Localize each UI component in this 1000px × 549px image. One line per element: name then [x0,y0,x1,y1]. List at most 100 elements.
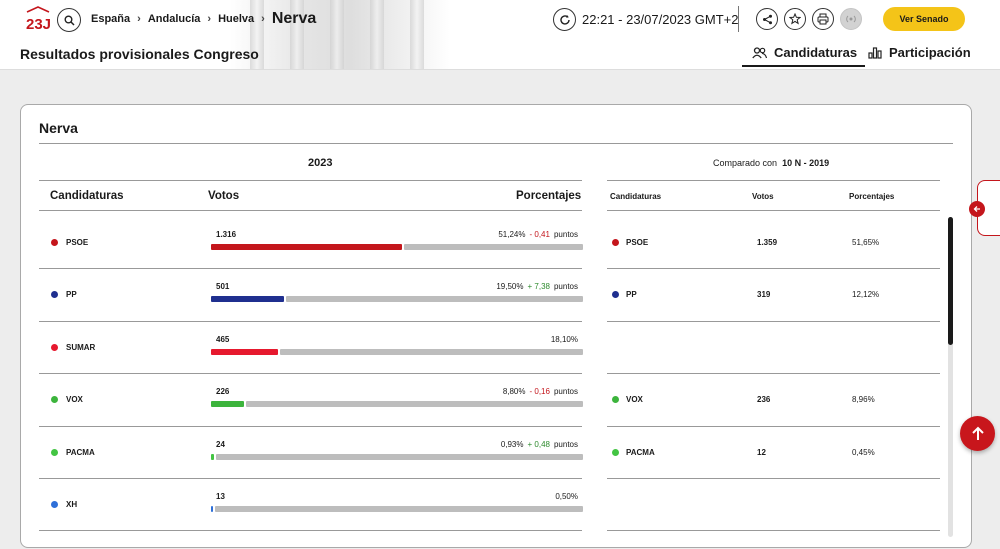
party-percent: 8,80% [502,387,526,397]
tab-participacion-label: Participación [889,45,971,60]
tab-candidaturas[interactable]: Candidaturas [741,45,866,67]
party-percent: 0,93% [500,439,524,449]
year-label: 2023 [308,157,333,169]
vote-share-remainder [246,401,583,408]
breadcrumb-item-huelva[interactable]: Huelva [218,13,255,25]
column-header-percent: Porcentajes [516,190,582,202]
comparison-label: Comparado con 10 N - 2019 [713,158,829,168]
header-divider [738,6,739,32]
party-votes: 1.316 [216,230,237,239]
scrollbar-track[interactable] [948,217,953,537]
party-name: PSOE [626,238,649,247]
party-color-dot [51,343,58,351]
party-name: VOX [626,395,643,405]
vote-share-bar [211,296,583,303]
scrollbar-thumb[interactable] [948,217,953,345]
breadcrumb: España › Andalucía › Huelva › Nerva [91,10,316,28]
party-color-dot [612,239,619,246]
comparison-header-votes: Votos [752,192,774,201]
print-icon [817,13,829,25]
party-votes: 226 [216,387,230,397]
search-button[interactable] [57,8,81,32]
result-row: PP 501 19,50% + 7,38 puntos [39,268,583,320]
party-name: PACMA [66,447,95,457]
points-label: puntos [553,230,578,239]
party-percent-cell: 0,93% + 0,48 puntos [501,440,578,449]
party-change: + 0,48 [527,439,550,449]
points-label: puntos [553,439,578,449]
party-votes: 12 [757,447,766,457]
party-color-dot [51,291,58,299]
ver-senado-button[interactable]: Ver Senado [883,7,965,31]
party-change: - 0,41 [529,230,550,239]
party-change: - 0,16 [529,387,550,397]
party-votes: 24 [216,439,225,449]
party-percent: 19,50% [496,282,524,292]
comparison-row: VOX 236 8,96% [607,373,940,425]
party-percent-cell: 8,80% - 0,16 puntos [503,387,578,396]
vote-share-bar [211,244,583,250]
vote-share-bar [211,453,583,460]
location-title: Nerva [39,120,78,136]
audio-button[interactable] [840,8,862,30]
side-panel-toggle[interactable] [969,180,1000,236]
comparison-row: PACMA 12 0,45% [607,426,940,478]
party-votes: 13 [216,492,225,501]
vote-share-remainder [280,348,583,355]
breadcrumb-item-espana[interactable]: España [91,13,131,25]
vote-share-fill [211,506,213,512]
comparison-row-divider [607,426,940,427]
party-percent-cell: 19,50% + 7,38 puntos [496,282,578,291]
comparison-election: 10 N - 2019 [782,158,830,168]
header-divider-top [39,180,582,181]
party-votes: 319 [757,290,771,300]
arrow-left-icon[interactable] [969,201,985,217]
header-decoration [230,0,450,69]
refresh-button[interactable] [553,8,576,31]
bar-chart-icon [868,47,882,59]
share-button[interactable] [756,8,778,30]
tab-participacion[interactable]: Participación [868,45,971,60]
top-header: 23J España › Andalucía › Huelva › Nerva … [0,0,1000,70]
party-percent-cell: 0,50% [555,492,578,501]
vote-share-bar [211,348,583,355]
comparison-row-divider [607,268,940,269]
update-timestamp: 22:21 - 23/07/2023 GMT+2 [582,12,739,27]
party-name: PSOE [66,238,89,247]
vote-share-remainder [404,244,583,250]
row-divider [39,373,582,374]
party-color-dot [612,291,619,299]
comparison-row-divider [607,478,940,479]
print-button[interactable] [812,8,834,30]
scroll-to-top-button[interactable] [960,416,995,451]
vote-share-fill [211,453,214,460]
result-row: VOX 226 8,80% - 0,16 puntos [39,373,583,425]
party-name: XH [66,500,78,509]
party-percent: 0,45% [852,447,875,457]
vote-share-fill [211,401,244,408]
party-percent: 51,65% [852,238,880,247]
share-icon [762,14,772,24]
favorite-button[interactable] [784,8,806,30]
vote-share-bar [211,401,583,408]
party-percent: 8,96% [852,395,875,405]
points-label: puntos [553,282,578,292]
points-label: puntos [553,387,578,397]
party-votes: 1.359 [757,238,778,247]
comparison-row: PSOE 1.359 51,65% [607,216,940,268]
party-percent: 0,50% [555,492,578,501]
vote-share-remainder [215,506,583,512]
party-name: PP [66,290,77,300]
comparison-row [607,478,940,530]
comparison-divider-bottom [607,210,940,211]
party-percent: 51,24% [498,230,526,239]
column-header-votes: Votos [208,190,240,202]
party-votes: 236 [757,395,771,405]
23j-logo-icon[interactable]: 23J [24,6,52,33]
party-color-dot [612,396,619,404]
comparison-divider-top [607,180,940,181]
comparison-row: PP 319 12,12% [607,268,940,320]
breadcrumb-item-andalucia[interactable]: Andalucía [147,13,201,25]
row-divider [39,268,582,269]
comparison-row-divider [607,373,940,374]
